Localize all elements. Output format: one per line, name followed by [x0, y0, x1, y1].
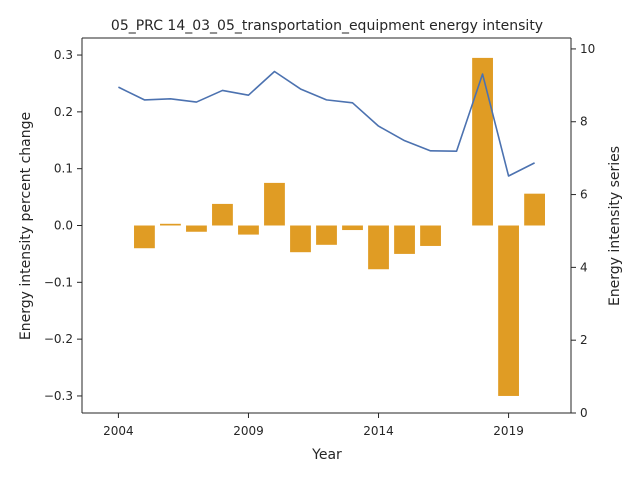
- y-right-tick-label: 8: [580, 115, 588, 129]
- bar-2006: [160, 223, 181, 226]
- chart-title: 05_PRC 14_03_05_transportation_equipment…: [111, 18, 543, 34]
- y-axis-left-label: Energy intensity percent change: [18, 112, 34, 340]
- y-right-tick-label: 0: [580, 406, 588, 420]
- bar-2019: [498, 225, 519, 396]
- x-tick-label-2014: 2014: [363, 424, 394, 438]
- bar-2015: [394, 225, 415, 254]
- y-left-tick-label: 0.3: [54, 48, 73, 62]
- axes: 2004 2009 2014 2019 −0.3 −0.2 −0.1 0.0 0.1 0.2 0.3…: [44, 37, 595, 438]
- bar-2007: [186, 225, 207, 232]
- line-series: [118, 70, 535, 177]
- bar-2011: [290, 225, 311, 253]
- y-right-tick-label: 2: [580, 333, 588, 347]
- x-tick-label-2009: 2009: [233, 424, 264, 438]
- bar-2016: [420, 225, 441, 246]
- x-tick-label-2004: 2004: [103, 424, 134, 438]
- x-axis-label: Year: [311, 447, 342, 463]
- y-left-tick-label: −0.2: [44, 332, 73, 346]
- bar-2005: [134, 225, 155, 249]
- bar-2009: [238, 225, 259, 235]
- y-left-tick-label: −0.3: [44, 389, 73, 403]
- bar-2020: [524, 193, 545, 226]
- bar-2010: [264, 182, 285, 226]
- bar-2008: [212, 203, 233, 226]
- y-right-tick-label: 10: [580, 42, 595, 56]
- y-right-tick-label: 6: [580, 188, 588, 202]
- bar-2013: [342, 225, 363, 231]
- y-left-tick-label: 0.0: [54, 219, 73, 233]
- bar-series: [134, 57, 545, 396]
- y-right-tick-label: 4: [580, 260, 588, 274]
- bar-2018: [472, 57, 493, 226]
- y-axis-right-label: Energy intensity series: [607, 146, 623, 306]
- bar-2012: [316, 225, 337, 245]
- y-left-tick-label: 0.1: [54, 162, 73, 176]
- x-tick-label-2019: 2019: [493, 424, 524, 438]
- y-left-tick-label: −0.1: [44, 275, 73, 289]
- bar-2014: [368, 225, 389, 270]
- y-left-tick-label: 0.2: [54, 105, 73, 119]
